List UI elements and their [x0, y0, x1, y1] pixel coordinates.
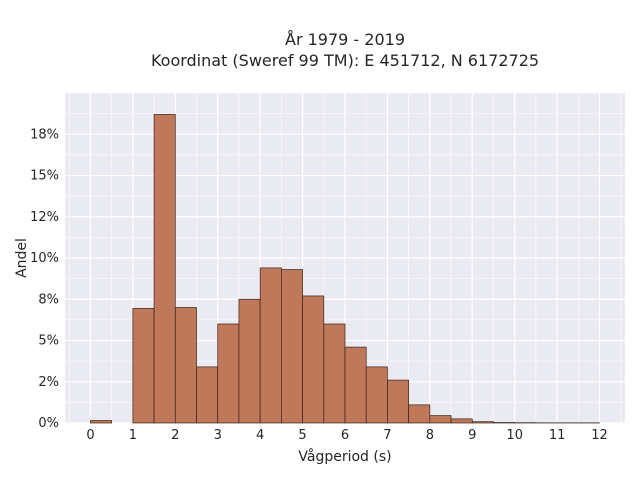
histogram-bar [217, 323, 240, 424]
x-tick-label: 3 [214, 428, 222, 443]
histogram-bar [90, 420, 113, 424]
x-tick-label: 4 [256, 428, 264, 443]
chart-title: År 1979 - 2019 [285, 30, 405, 49]
histogram-bar [471, 421, 494, 424]
histogram-bar [344, 346, 367, 424]
y-tick-label: 18% [30, 127, 59, 142]
histogram-bar [281, 269, 303, 424]
histogram-bar [323, 323, 346, 424]
y-tick-label: 8% [38, 292, 59, 307]
x-tick-label: 9 [468, 428, 476, 443]
x-tick-label: 11 [549, 428, 566, 443]
histogram-bar [450, 418, 473, 424]
histogram-bar [365, 366, 388, 424]
y-tick-labels: 0% 2% 5% 8% 10% 12% 15% 18% [30, 127, 59, 431]
x-tick-label: 0 [86, 428, 94, 443]
y-tick-label: 15% [30, 169, 59, 184]
histogram-bar [429, 415, 452, 424]
y-tick-label: 10% [30, 251, 59, 266]
histogram-bar [408, 404, 431, 424]
y-axis-label: Andel [14, 238, 30, 278]
histogram-bar [132, 307, 155, 424]
y-tick-label: 5% [38, 334, 59, 349]
histogram-bar [302, 295, 325, 424]
bars [90, 114, 600, 424]
histogram-bar [259, 267, 282, 424]
x-tick-label: 7 [383, 428, 391, 443]
x-tick-label: 1 [129, 428, 137, 443]
x-tick-label: 8 [426, 428, 434, 443]
histogram-bar [238, 298, 261, 424]
x-tick-labels: 0 1 2 3 4 5 6 7 8 9 10 11 12 [86, 428, 608, 443]
x-tick-label: 5 [298, 428, 306, 443]
histogram-bar [174, 307, 197, 424]
histogram-bar [196, 366, 219, 424]
x-tick-label: 10 [506, 428, 523, 443]
chart-subtitle: Koordinat (Sweref 99 TM): E 451712, N 61… [151, 51, 539, 70]
x-tick-label: 6 [341, 428, 349, 443]
y-tick-label: 0% [38, 416, 59, 431]
histogram-bar [153, 114, 176, 424]
y-tick-label: 2% [38, 375, 59, 390]
histogram-bar [387, 379, 409, 424]
y-tick-label: 12% [30, 210, 59, 225]
x-tick-label: 12 [591, 428, 608, 443]
x-axis-label: Vågperiod (s) [298, 448, 391, 465]
x-tick-label: 2 [171, 428, 179, 443]
